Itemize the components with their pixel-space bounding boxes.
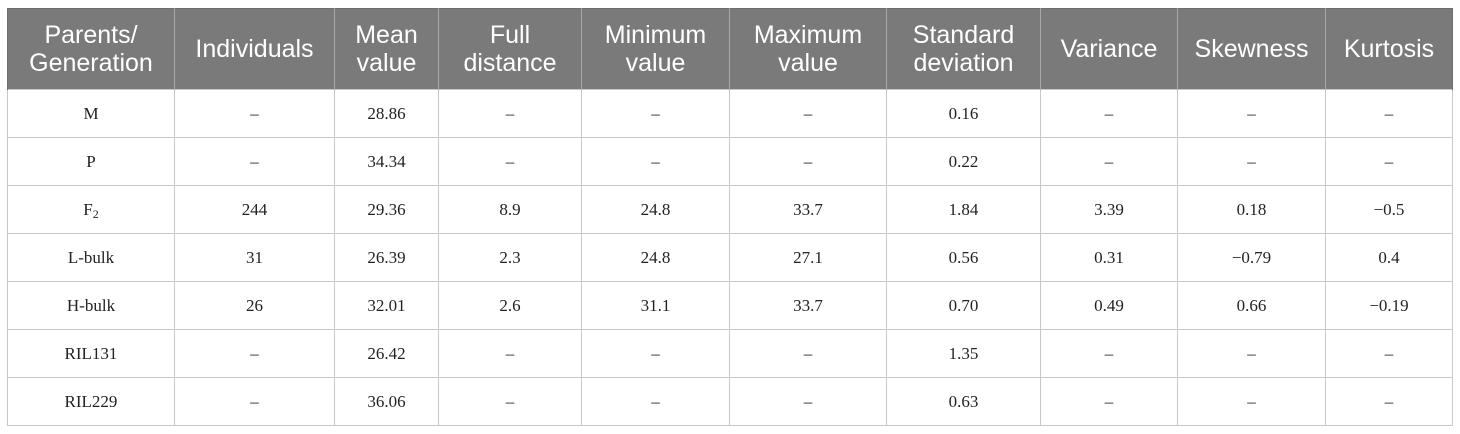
table-cell: 2.3 [438, 233, 582, 282]
table-row: M –28.86– – –0.16– – – [7, 89, 1453, 138]
table-cell: – [1177, 329, 1326, 378]
row-label-text: P [86, 151, 96, 171]
table-cell: – [174, 377, 335, 426]
header-parents-generation: Parents/ Generation [7, 8, 175, 90]
table-cell: 24.8 [581, 233, 730, 282]
row-label: RIL229 [7, 377, 175, 426]
table-row: RIL229–36.06– – –0.63– – – [7, 377, 1453, 426]
table-cell: 244 [174, 185, 335, 234]
table-cell: 0.4 [1325, 233, 1453, 282]
table-cell: – [174, 329, 335, 378]
table-cell: – [438, 329, 582, 378]
table-cell: – [438, 137, 582, 186]
row-label: H-bulk [7, 281, 175, 330]
table-cell: 34.34 [334, 137, 439, 186]
table-cell: 8.9 [438, 185, 582, 234]
table-cell: 36.06 [334, 377, 439, 426]
table-cell: 1.35 [886, 329, 1041, 378]
statistics-table: Parents/ Generation Individuals Mean val… [7, 8, 1453, 426]
row-label: F2 [7, 185, 175, 234]
table-cell: 0.22 [886, 137, 1041, 186]
table-cell: – [729, 137, 887, 186]
table-cell: – [174, 89, 335, 138]
table-row: H-bulk 26 32.01 2.6 31.1 33.7 0.70 0.49 0.66 −0.1… [7, 281, 1453, 330]
header-mean-value: Mean value [334, 8, 439, 90]
row-label-text: RIL229 [64, 391, 118, 411]
table-cell: 33.7 [729, 281, 887, 330]
table-cell: 33.7 [729, 185, 887, 234]
table-row: P –34.34– – –0.22– – – [7, 137, 1453, 186]
table-cell: – [1040, 137, 1178, 186]
row-label-text: H-bulk [66, 295, 116, 315]
table-cell: – [581, 89, 730, 138]
table-cell: – [581, 329, 730, 378]
table-cell: 2.6 [438, 281, 582, 330]
header-row: Parents/ Generation Individuals Mean val… [7, 8, 1453, 90]
table-cell: – [581, 137, 730, 186]
table-cell: – [729, 377, 887, 426]
table-cell: 0.63 [886, 377, 1041, 426]
table-body: M –28.86– – –0.16– – – P –34.34– – –0.22– – – F2 244 2… [7, 89, 1453, 426]
table-cell: 0.56 [886, 233, 1041, 282]
table-cell: 0.18 [1177, 185, 1326, 234]
table-cell: – [438, 89, 582, 138]
table-cell: 0.70 [886, 281, 1041, 330]
header-kurtosis: Kurtosis [1325, 8, 1453, 90]
table-cell: 3.39 [1040, 185, 1178, 234]
row-label-text: F [83, 199, 93, 219]
table-cell: – [1177, 137, 1326, 186]
row-label-text: L-bulk [67, 247, 115, 267]
header-variance: Variance [1040, 8, 1178, 90]
table-cell: – [1325, 89, 1453, 138]
row-label-text: RIL131 [64, 343, 118, 363]
table-cell: 27.1 [729, 233, 887, 282]
table-cell: 32.01 [334, 281, 439, 330]
header-skewness: Skewness [1177, 8, 1326, 90]
table-cell: 24.8 [581, 185, 730, 234]
table-row: RIL131–26.42– – –1.35– – – [7, 329, 1453, 378]
table-cell: 0.16 [886, 89, 1041, 138]
table-cell: −0.5 [1325, 185, 1453, 234]
table-cell: – [1325, 137, 1453, 186]
table-cell: 26.39 [334, 233, 439, 282]
table-cell: – [1177, 377, 1326, 426]
table-row: F2 244 29.36 8.9 24.8 33.7 1.84 3.39 0.18 −0.5 [7, 185, 1453, 234]
table-cell: – [1040, 329, 1178, 378]
header-minimum-value: Minimum value [581, 8, 730, 90]
table-cell: 26 [174, 281, 335, 330]
row-label: M [7, 89, 175, 138]
header-standard-deviation: Standard deviation [886, 8, 1041, 90]
table-cell: – [1040, 377, 1178, 426]
table-cell: – [174, 137, 335, 186]
table-cell: 31 [174, 233, 335, 282]
row-label: L-bulk [7, 233, 175, 282]
header-individuals: Individuals [174, 8, 335, 90]
table-cell: 26.42 [334, 329, 439, 378]
table-cell: – [1325, 329, 1453, 378]
table-header: Parents/ Generation Individuals Mean val… [7, 8, 1453, 90]
table-cell: – [729, 89, 887, 138]
header-maximum-value: Maximum value [729, 8, 887, 90]
table-cell: −0.79 [1177, 233, 1326, 282]
table-cell: 28.86 [334, 89, 439, 138]
table-cell: – [438, 377, 582, 426]
table-cell: – [581, 377, 730, 426]
table-cell: – [1040, 89, 1178, 138]
header-full-distance: Full distance [438, 8, 582, 90]
table-cell: 0.31 [1040, 233, 1178, 282]
row-label-subscript: 2 [92, 206, 99, 221]
table-cell: −0.19 [1325, 281, 1453, 330]
table-cell: 0.66 [1177, 281, 1326, 330]
table-cell: 0.49 [1040, 281, 1178, 330]
table-cell: – [729, 329, 887, 378]
table-cell: 29.36 [334, 185, 439, 234]
table-cell: 31.1 [581, 281, 730, 330]
row-label-text: M [83, 103, 99, 123]
row-label: RIL131 [7, 329, 175, 378]
table-cell: – [1325, 377, 1453, 426]
table-cell: – [1177, 89, 1326, 138]
table-row: L-bulk 31 26.39 2.3 24.8 27.1 0.56 0.31 −0.79 0.4 [7, 233, 1453, 282]
table-cell: 1.84 [886, 185, 1041, 234]
row-label: P [7, 137, 175, 186]
